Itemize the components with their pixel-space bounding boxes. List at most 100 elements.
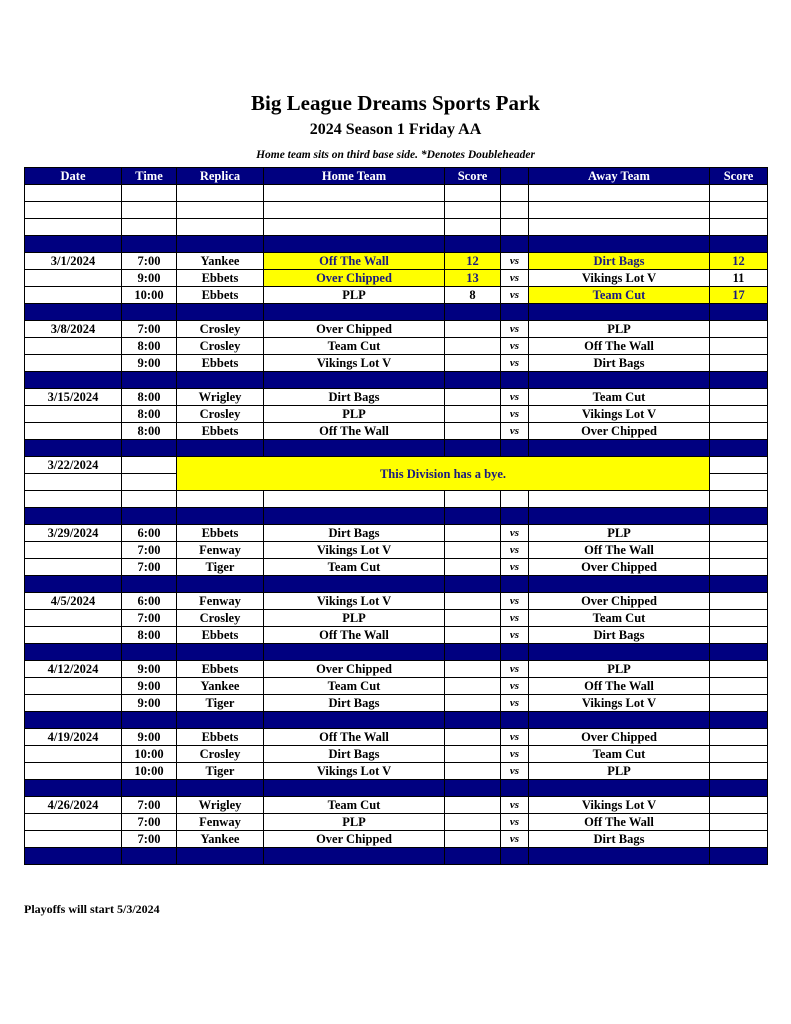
- separator-band: [24, 643, 768, 661]
- band-cell: [444, 303, 501, 321]
- home-team-cell: PLP: [263, 405, 445, 423]
- time-cell: 7:00: [121, 609, 177, 627]
- band-cell: [528, 235, 710, 253]
- band-cell: [263, 507, 445, 525]
- date-cell: [24, 830, 122, 848]
- band-cell: [24, 575, 122, 593]
- away-score-cell: [709, 354, 768, 372]
- band-cell: [263, 303, 445, 321]
- empty-cell: [528, 490, 710, 508]
- away-team-cell: Off The Wall: [528, 813, 710, 831]
- game-row: 9:00 Yankee Team Cut vs Off The Wall: [24, 677, 768, 695]
- band-cell: [444, 439, 501, 457]
- vs-label: vs: [500, 388, 529, 406]
- away-score-cell: 11: [709, 269, 768, 287]
- vs-label: vs: [500, 320, 529, 338]
- vs-label: vs: [500, 745, 529, 763]
- home-team-cell: Over Chipped: [263, 320, 445, 338]
- home-score-cell: [444, 524, 501, 542]
- home-score-cell: [444, 796, 501, 814]
- vs-label: vs: [500, 422, 529, 440]
- away-score-cell: [709, 626, 768, 644]
- away-team-cell: Vikings Lot V: [528, 796, 710, 814]
- time-cell: 10:00: [121, 745, 177, 763]
- home-score-cell: [444, 762, 501, 780]
- replica-cell: Ebbets: [176, 626, 264, 644]
- empty-row: [24, 201, 768, 219]
- empty-cell: [444, 184, 501, 202]
- home-team-cell: Team Cut: [263, 337, 445, 355]
- band-cell: [24, 847, 122, 865]
- game-row: 7:00 Crosley PLP vs Team Cut: [24, 609, 768, 627]
- time-cell: 10:00: [121, 286, 177, 304]
- vs-label: vs: [500, 269, 529, 287]
- date-cell: [24, 405, 122, 423]
- away-score-cell: 12: [709, 252, 768, 270]
- bye-message: This Division has a bye.: [176, 456, 710, 491]
- game-row: 7:00 Yankee Over Chipped vs Dirt Bags: [24, 830, 768, 848]
- date-cell: 4/5/2024: [24, 592, 122, 610]
- replica-cell: Crosley: [176, 745, 264, 763]
- separator-band: [24, 507, 768, 525]
- date-cell: 3/1/2024: [24, 252, 122, 270]
- home-team-cell: Over Chipped: [263, 269, 445, 287]
- game-row: 8:00 Crosley Team Cut vs Off The Wall: [24, 337, 768, 355]
- time-cell: 9:00: [121, 728, 177, 746]
- footer-note: Playoffs will start 5/3/2024: [24, 902, 160, 916]
- away-team-cell: Off The Wall: [528, 541, 710, 559]
- away-team-cell: Over Chipped: [528, 592, 710, 610]
- home-score-cell: 8: [444, 286, 501, 304]
- home-score-cell: [444, 694, 501, 712]
- empty-cell: [444, 201, 501, 219]
- home-team-cell: Team Cut: [263, 796, 445, 814]
- time-cell: 6:00: [121, 524, 177, 542]
- header-row: Date Time Replica Home Team Score Away T…: [24, 167, 768, 185]
- band-cell: [709, 507, 768, 525]
- header-home-team: Home Team: [263, 167, 445, 185]
- band-cell: [709, 439, 768, 457]
- band-cell: [528, 711, 710, 729]
- empty-cell: [263, 201, 445, 219]
- away-team-cell: Dirt Bags: [528, 252, 710, 270]
- away-score-cell: [709, 762, 768, 780]
- separator-band: [24, 779, 768, 797]
- empty-cell: [444, 490, 501, 508]
- replica-cell: Ebbets: [176, 728, 264, 746]
- empty-cell: [528, 218, 710, 236]
- band-cell: [444, 847, 501, 865]
- away-score-cell: [709, 456, 768, 474]
- time-cell: 8:00: [121, 388, 177, 406]
- header-vs: [500, 167, 529, 185]
- bye-row: 3/22/2024 This Division has a bye.: [24, 456, 768, 491]
- schedule-table: Date Time Replica Home Team Score Away T…: [24, 167, 768, 865]
- away-score-cell: 17: [709, 286, 768, 304]
- time-cell: [121, 456, 177, 474]
- band-cell: [263, 575, 445, 593]
- game-row: 8:00 Ebbets Off The Wall vs Dirt Bags: [24, 626, 768, 644]
- band-cell: [263, 711, 445, 729]
- away-score-cell: [709, 422, 768, 440]
- replica-cell: Crosley: [176, 337, 264, 355]
- vs-label: vs: [500, 609, 529, 627]
- band-cell: [709, 235, 768, 253]
- game-row: 3/1/2024 7:00 Yankee Off The Wall 12 vs Dirt B…: [24, 252, 768, 270]
- replica-cell: Ebbets: [176, 286, 264, 304]
- empty-cell: [263, 184, 445, 202]
- replica-cell: Ebbets: [176, 354, 264, 372]
- band-cell: [121, 439, 177, 457]
- band-cell: [176, 235, 264, 253]
- time-cell: 7:00: [121, 813, 177, 831]
- band-cell: [121, 303, 177, 321]
- home-score-cell: [444, 609, 501, 627]
- time-cell: [121, 473, 177, 491]
- game-row: 8:00 Ebbets Off The Wall vs Over Chipped: [24, 422, 768, 440]
- empty-row: [24, 218, 768, 236]
- away-score-cell: [709, 677, 768, 695]
- replica-cell: Ebbets: [176, 422, 264, 440]
- band-cell: [176, 371, 264, 389]
- band-cell: [444, 507, 501, 525]
- separator-band: [24, 439, 768, 457]
- date-cell: [24, 626, 122, 644]
- home-score-cell: [444, 830, 501, 848]
- time-cell: 8:00: [121, 405, 177, 423]
